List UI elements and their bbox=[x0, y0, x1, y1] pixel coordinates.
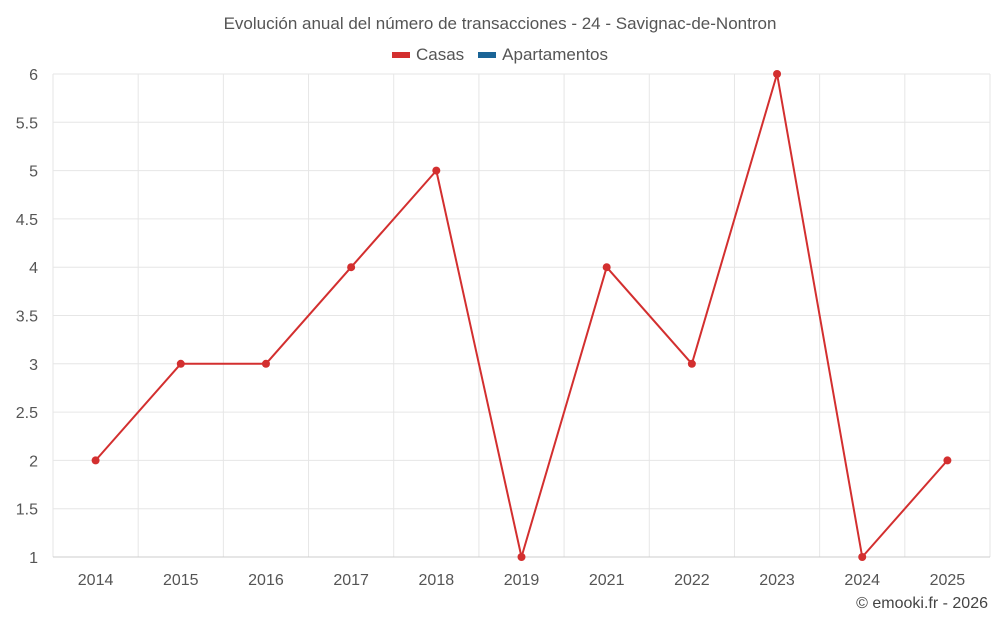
legend-label-apartamentos: Apartamentos bbox=[502, 45, 609, 64]
data-point bbox=[347, 263, 356, 272]
data-point bbox=[91, 456, 100, 465]
y-tick-label: 6 bbox=[29, 67, 38, 84]
chart-title: Evolución anual del número de transaccio… bbox=[223, 14, 777, 33]
data-point bbox=[943, 456, 952, 465]
data-point bbox=[858, 553, 867, 561]
y-tick-label: 3 bbox=[29, 357, 38, 374]
legend-swatch-apartamentos bbox=[478, 52, 497, 58]
x-tick-label: 2016 bbox=[248, 572, 284, 589]
x-tick-label: 2014 bbox=[78, 572, 114, 589]
data-point bbox=[176, 359, 185, 368]
y-tick-label: 1.5 bbox=[16, 502, 38, 519]
data-point bbox=[261, 359, 270, 368]
y-tick-label: 2 bbox=[29, 453, 38, 470]
y-tick-label: 5 bbox=[29, 164, 38, 181]
data-point bbox=[432, 166, 441, 175]
x-tick-label: 2025 bbox=[930, 572, 966, 589]
legend: Casas Apartamentos bbox=[0, 45, 1000, 65]
x-tick-label: 2015 bbox=[163, 572, 199, 589]
y-tick-label: 4 bbox=[29, 260, 38, 277]
x-tick-label: 2024 bbox=[844, 572, 880, 589]
y-tick-label: 5.5 bbox=[16, 115, 38, 132]
x-tick-label: 2023 bbox=[759, 572, 795, 589]
x-tick-label: 2017 bbox=[333, 572, 369, 589]
y-tick-label: 3.5 bbox=[16, 309, 38, 326]
legend-item-apartamentos[interactable]: Apartamentos bbox=[478, 45, 608, 65]
data-point bbox=[517, 553, 526, 561]
legend-item-casas[interactable]: Casas bbox=[391, 45, 465, 65]
data-point bbox=[773, 70, 782, 78]
y-tick-label: 1 bbox=[29, 550, 38, 567]
legend-label-casas: Casas bbox=[415, 45, 465, 64]
x-tick-label: 2021 bbox=[589, 572, 625, 589]
y-tick-label: 4.5 bbox=[16, 212, 38, 229]
data-point bbox=[687, 359, 696, 368]
x-tick-label: 2022 bbox=[674, 572, 710, 589]
y-tick-label: 2.5 bbox=[16, 405, 38, 422]
x-tick-label: 2019 bbox=[504, 572, 540, 589]
x-tick-label: 2018 bbox=[419, 572, 455, 589]
credit-text: © emooki.fr - 2026 bbox=[856, 595, 988, 612]
data-point bbox=[602, 263, 611, 272]
legend-swatch-casas bbox=[391, 52, 410, 58]
